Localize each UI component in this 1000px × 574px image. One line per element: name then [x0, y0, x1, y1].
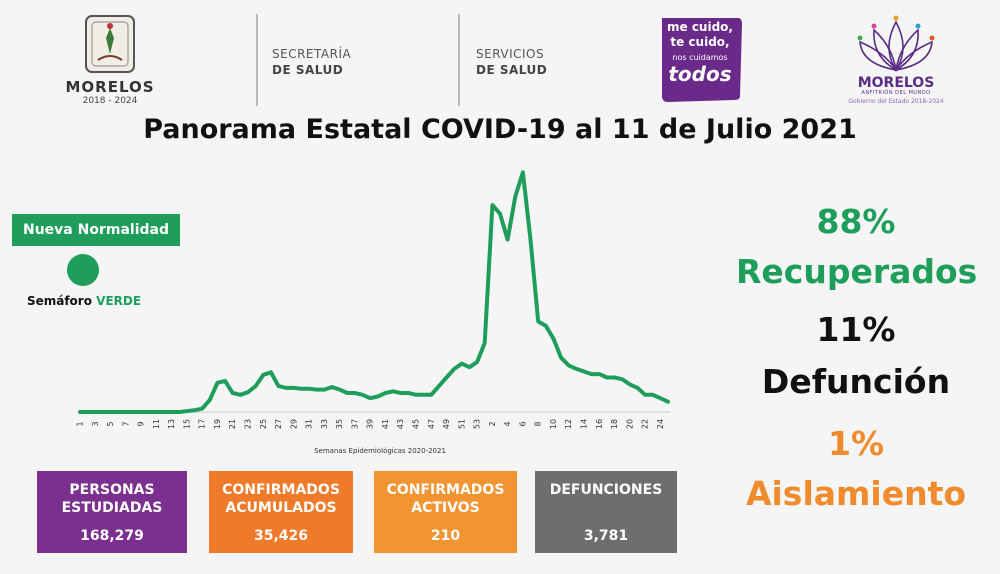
x-tick-label: 31 [305, 419, 314, 429]
x-tick-label: 9 [137, 421, 146, 426]
x-tick-label: 13 [167, 419, 176, 429]
x-tick-label: 51 [457, 419, 466, 429]
defuncion-percent: 11% [816, 310, 896, 349]
box-value: 168,279 [80, 528, 144, 544]
semaforo-status: Semáforo VERDE [14, 294, 154, 308]
nueva-normalidad-badge: Nueva Normalidad [12, 214, 180, 246]
x-tick-label: 43 [396, 419, 405, 429]
x-tick-label: 37 [350, 419, 359, 429]
series-line [78, 170, 670, 414]
x-tick-label: 5 [106, 421, 115, 426]
page-title: Panorama Estatal COVID-19 al 11 de Julio… [143, 114, 857, 145]
x-tick-labels: 1 3 5 7 9 11 13 15 17 19 21 23 25 27 29 31 33 35 37 39 41 43 4… [76, 419, 665, 429]
x-tick-label: 23 [244, 419, 253, 429]
secretaria-line1: SECRETARÍA [272, 47, 352, 61]
x-tick-label: 16 [595, 419, 604, 429]
morelos-right-logo-name: MORELOS [857, 75, 935, 91]
x-tick-label: 24 [656, 419, 665, 429]
x-tick-label: 41 [381, 419, 390, 429]
x-tick-label: 25 [259, 419, 268, 429]
x-tick-label: 14 [580, 419, 589, 429]
semaforo-value: VERDE [96, 294, 142, 308]
x-tick-label: 4 [503, 421, 512, 426]
personas-estudiadas-box: PERSONAS ESTUDIADAS 168,279 [37, 471, 187, 553]
x-tick-label: 21 [228, 419, 237, 429]
weekly-cases-chart: 1 3 5 7 9 11 13 15 17 19 21 23 25 27 29 31 33 35 37 39 41 43 4… [76, 170, 670, 429]
x-tick-label: 17 [198, 419, 207, 429]
x-tick-label: 19 [213, 419, 222, 429]
x-tick-label: 22 [641, 419, 650, 429]
x-tick-label: 33 [320, 419, 329, 429]
servicios-salud-logo: SERVICIOS DE SALUD [476, 46, 547, 78]
box-value: 210 [430, 528, 461, 544]
x-tick-label: 7 [121, 421, 130, 426]
x-tick-label: 53 [473, 419, 482, 429]
morelos-right-logo-gov: Gobierno del Estado 2018-2024 [848, 98, 944, 105]
defunciones-box: DEFUNCIONES 3,781 [535, 471, 677, 553]
secretaria-line2: DE SALUD [272, 63, 344, 77]
x-tick-label: 47 [427, 419, 436, 429]
defuncion-label: Defunción [761, 362, 951, 401]
confirmados-activos-box: CONFIRMADOS ACTIVOS 210 [374, 471, 517, 553]
header-divider [458, 14, 460, 106]
header-divider [256, 14, 258, 106]
x-axis-title: Semanas Epidemiológicas 2020-2021 [314, 447, 446, 455]
morelos-logo-name: MORELOS [65, 78, 155, 96]
x-tick-label: 39 [366, 419, 375, 429]
campaign-line2: te cuido, [670, 35, 730, 49]
morelos-seal-icon [85, 15, 135, 73]
secretaria-salud-logo: SECRETARÍA DE SALUD [272, 46, 351, 78]
x-tick-label: 27 [274, 419, 283, 429]
recuperados-label: Recuperados [736, 252, 978, 291]
x-tick-label: 20 [625, 419, 634, 429]
x-tick-label: 3 [91, 421, 100, 426]
x-tick-label: 12 [564, 419, 573, 429]
x-tick-label: 6 [518, 421, 527, 426]
traffic-light-icon [67, 254, 99, 286]
x-tick-label: 11 [152, 419, 161, 429]
box-value: 35,426 [253, 528, 309, 544]
x-tick-label: 49 [442, 419, 451, 429]
box-value: 3,781 [583, 528, 629, 544]
servicios-line2: DE SALUD [476, 63, 548, 77]
recuperados-percent: 88% [816, 202, 896, 241]
box-label-line1: DEFUNCIONES [549, 482, 663, 498]
box-label-line2: ESTUDIADAS [61, 500, 163, 516]
semaforo-label: Semáforo [26, 294, 92, 308]
lotus-logo-icon [857, 15, 935, 72]
x-tick-label: 45 [412, 419, 421, 429]
box-label-line2: ACUMULADOS [225, 500, 337, 516]
x-tick-label: 15 [182, 419, 191, 429]
campaign-line1: me cuido, [667, 20, 733, 34]
box-label-line1: PERSONAS [69, 482, 155, 498]
box-label-line1: CONFIRMADOS [222, 482, 340, 498]
box-label-line2: ACTIVOS [411, 500, 480, 516]
campaign-slogan: me cuido, te cuido, nos cuidamos todos [658, 20, 742, 86]
morelos-logo-years: 2018 - 2024 [82, 96, 138, 106]
confirmados-acumulados-box: CONFIRMADOS ACUMULADOS 35,426 [209, 471, 353, 553]
campaign-line4: todos [668, 62, 732, 86]
campaign-line3: nos cuidamos [672, 53, 728, 62]
x-tick-label: 35 [335, 419, 344, 429]
campaign-badge-icon [662, 18, 742, 102]
x-tick-label: 18 [610, 419, 619, 429]
x-tick-label: 2 [488, 421, 497, 426]
morelos-right-logo-sub: ANFITRIÓN DEL MUNDO [861, 90, 931, 96]
x-tick-label: 10 [549, 419, 558, 429]
servicios-line1: SERVICIOS [476, 47, 545, 61]
box-label-line1: CONFIRMADOS [386, 482, 505, 498]
aislamiento-label: Aislamiento [745, 474, 967, 513]
aislamiento-percent: 1% [827, 424, 885, 463]
x-tick-label: 1 [76, 421, 85, 426]
x-tick-label: 29 [289, 419, 298, 429]
x-tick-label: 8 [534, 421, 543, 426]
